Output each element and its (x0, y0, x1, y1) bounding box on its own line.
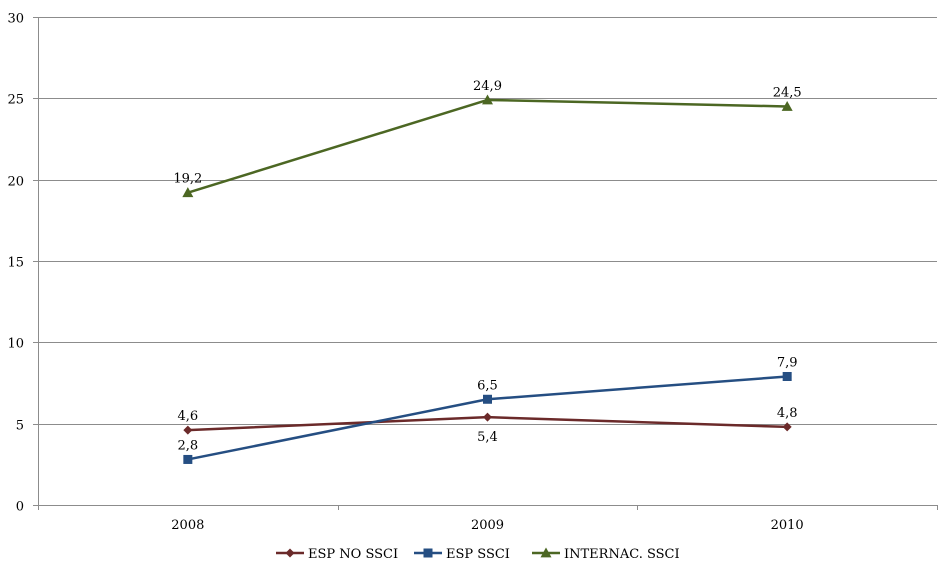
data-point (781, 100, 793, 111)
legend-label: INTERNAC. SSCI (564, 547, 680, 562)
data-label: 24,5 (773, 85, 802, 100)
legend-label: ESP NO SSCI (308, 547, 398, 562)
data-point (782, 422, 792, 432)
data-label: 24,9 (473, 79, 502, 94)
data-label: 7,9 (777, 355, 798, 370)
x-tick-label: 2010 (771, 518, 804, 533)
y-tick-label: 25 (7, 93, 24, 108)
x-tick-label: 2009 (471, 518, 504, 533)
data-point (483, 412, 492, 422)
data-label: 2,8 (177, 438, 198, 453)
x-axis-ticks: 2008 2009 2010 (38, 505, 938, 533)
data-point (183, 425, 193, 435)
data-label: 5,4 (477, 430, 498, 445)
legend-marker (285, 548, 295, 558)
legend-marker (540, 547, 552, 558)
series-line (187, 98, 788, 194)
data-label: 4,6 (177, 409, 198, 424)
legend-item: INTERNAC. SSCI (532, 547, 680, 562)
legend-item: ESP NO SSCI (276, 547, 398, 562)
y-tick-label: 5 (16, 419, 24, 434)
data-point (782, 371, 792, 381)
legend-label: ESP SSCI (446, 547, 510, 562)
data-label: 6,5 (477, 378, 498, 393)
series-lines (182, 94, 793, 464)
y-axis-ticks: 0 5 10 15 20 25 30 (7, 12, 38, 515)
data-labels: 4,6 5,4 4,8 2,8 6,5 7,9 19,2 24,9 24,5 (173, 79, 801, 453)
axes (38, 17, 937, 506)
y-tick-label: 30 (7, 12, 24, 27)
legend-marker (423, 548, 433, 558)
data-point (183, 454, 193, 464)
legend: ESP NO SSCI ESP SSCI INTERNAC. SSCI (276, 547, 680, 562)
legend-item: ESP SSCI (414, 547, 510, 562)
y-tick-label: 20 (7, 175, 24, 190)
data-point (482, 94, 493, 105)
y-tick-label: 0 (16, 500, 24, 515)
y-tick-label: 10 (7, 337, 24, 352)
x-tick-label: 2008 (171, 518, 204, 533)
data-label: 4,8 (777, 406, 798, 421)
data-point (483, 394, 492, 404)
y-tick-label: 15 (7, 256, 24, 271)
data-point (182, 187, 194, 198)
data-label: 19,2 (173, 172, 202, 187)
